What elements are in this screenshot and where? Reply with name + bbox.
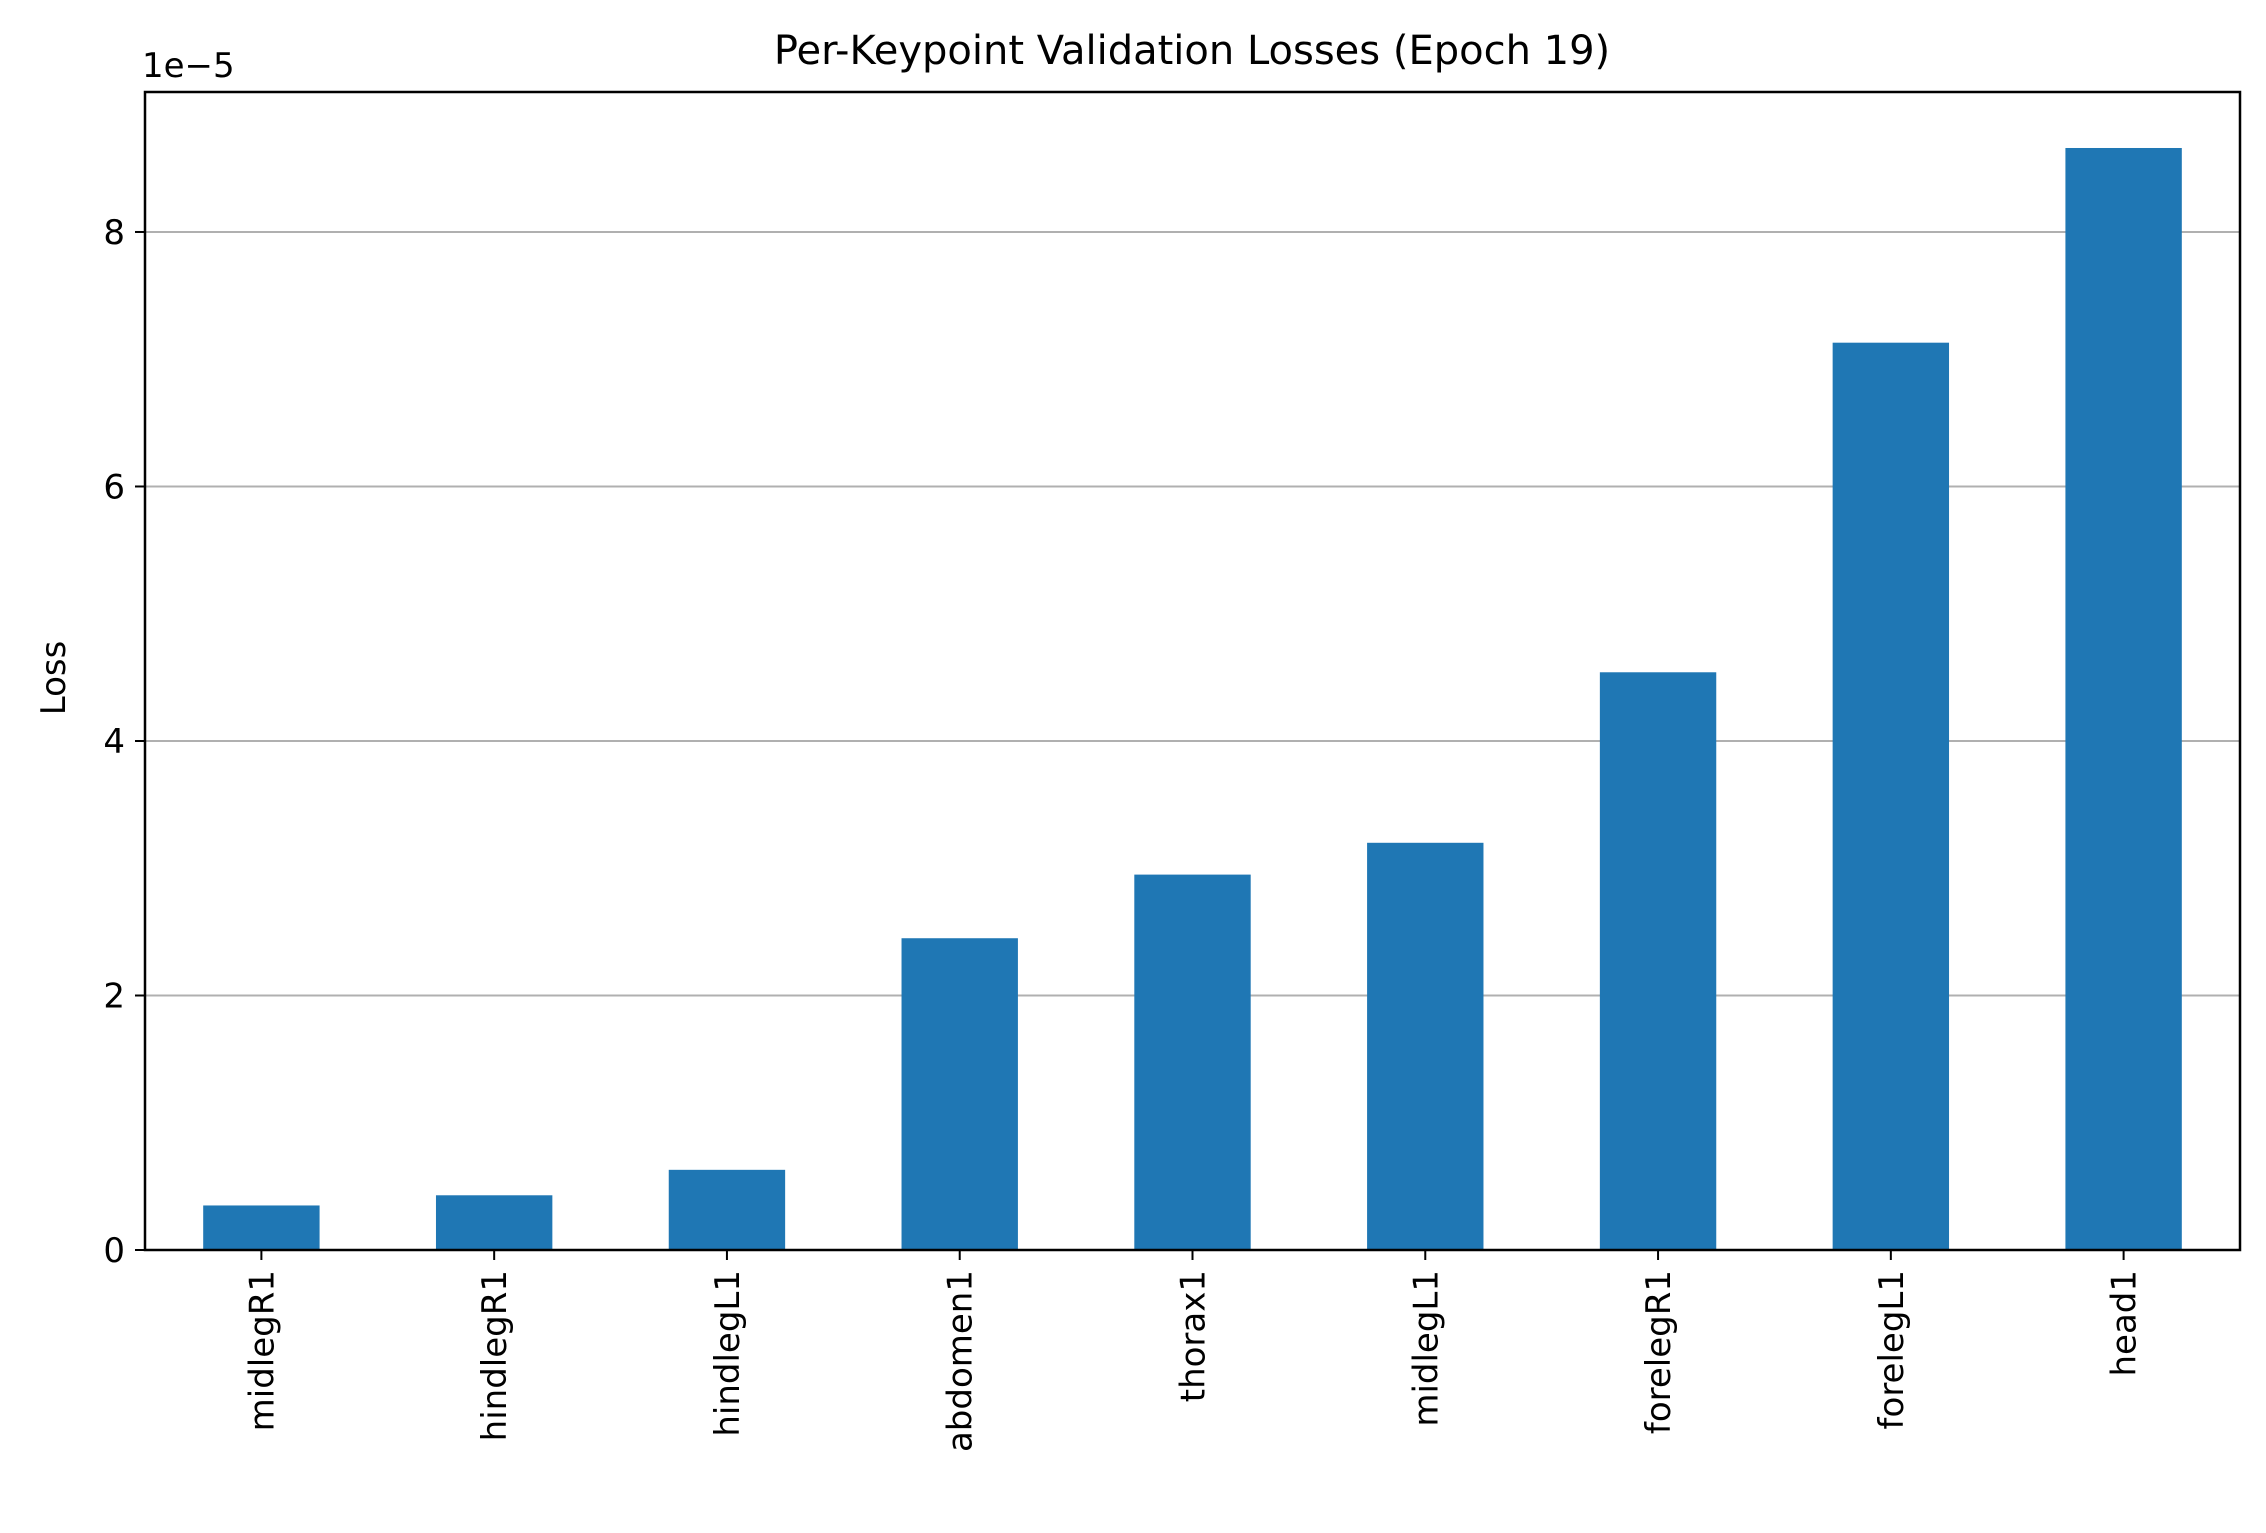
- bar-abdomen1: [901, 938, 1018, 1250]
- x-tick-label: head1: [2105, 1270, 2145, 1377]
- y-tick-label: 8: [103, 213, 125, 253]
- x-tick-label: midlegR1: [242, 1270, 282, 1431]
- bar-midlegL1: [1367, 842, 1484, 1250]
- y-axis-label: Loss: [34, 641, 74, 716]
- x-tick-label: forelegL1: [1872, 1270, 1912, 1429]
- x-tick-label: abdomen1: [941, 1270, 981, 1452]
- y-tick-label: 4: [103, 722, 125, 762]
- bar-thorax1: [1134, 874, 1251, 1250]
- y-tick-label: 6: [103, 467, 125, 507]
- y-axis-ticks: 0 2 4 6 8: [103, 213, 145, 1271]
- y-axis-offset-label: 1e−5: [142, 46, 235, 86]
- bar-forelegR1: [1599, 672, 1717, 1250]
- x-tick-label: midlegL1: [1406, 1270, 1446, 1427]
- x-tick-label: thorax1: [1174, 1270, 1214, 1402]
- bars: [203, 147, 2182, 1250]
- bar-hindlegR1: [435, 1195, 553, 1250]
- bar-hindlegL1: [668, 1169, 786, 1250]
- x-axis-ticks: midlegR1 hindlegR1 hindlegL1 abdomen1 thorax…: [242, 1250, 2145, 1452]
- x-tick-label: forelegR1: [1639, 1270, 1679, 1434]
- y-tick-label: 2: [103, 976, 125, 1016]
- bar-forelegL1: [1832, 342, 1950, 1250]
- chart-title: Per-Keypoint Validation Losses (Epoch 19…: [774, 28, 1610, 74]
- x-tick-label: hindlegR1: [475, 1270, 515, 1441]
- x-tick-label: hindlegL1: [708, 1270, 748, 1437]
- bar-head1: [2065, 147, 2182, 1250]
- y-tick-label: 0: [103, 1231, 125, 1271]
- bar-midlegR1: [203, 1205, 320, 1250]
